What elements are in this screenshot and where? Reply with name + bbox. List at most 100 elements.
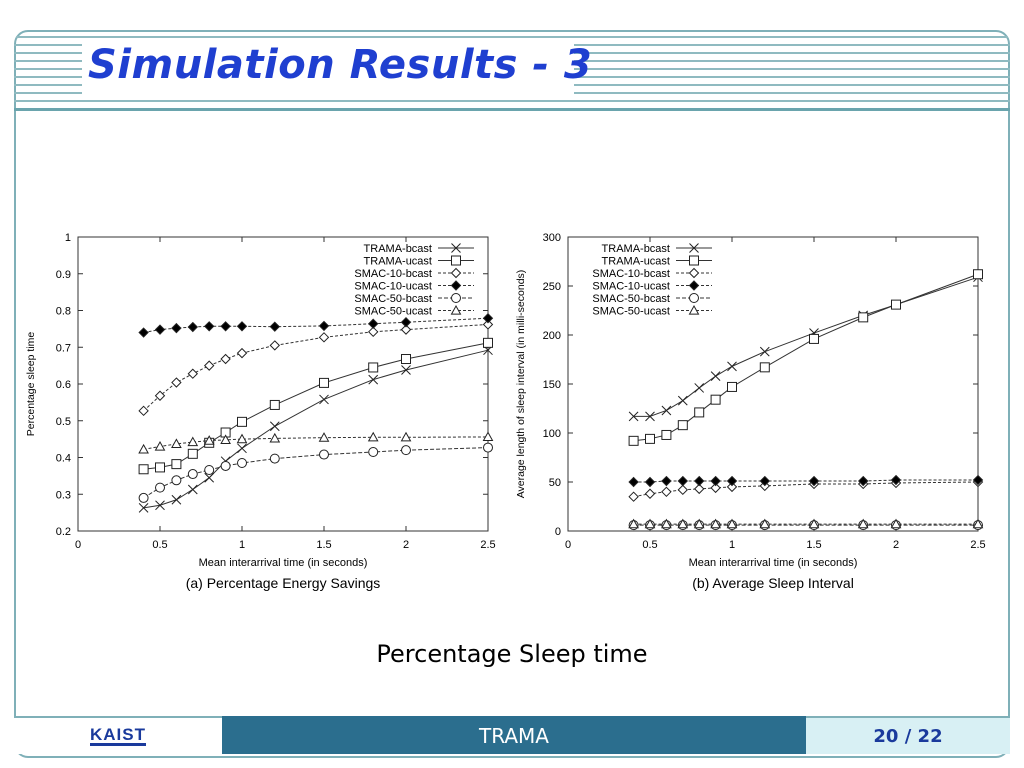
chart1-data-point xyxy=(710,371,721,382)
slide-frame xyxy=(14,30,1010,758)
chart0-data-point xyxy=(237,458,247,469)
chart1-data-point xyxy=(661,475,672,487)
footer-logo-box: KAIST xyxy=(14,716,222,754)
chart1-data-point xyxy=(890,518,902,529)
page-total: 22 xyxy=(917,725,943,747)
chart0-legend-marker xyxy=(451,243,461,253)
chart1-data-point xyxy=(972,474,984,486)
chart0-data-point xyxy=(400,324,412,335)
chart1-data-point xyxy=(759,518,771,529)
chart0-data-point xyxy=(400,431,412,442)
chart1-legend-marker xyxy=(688,304,700,315)
chart1-xtick-label: 1 xyxy=(729,539,735,551)
chart0-data-point xyxy=(138,443,149,454)
chart0-data-point xyxy=(171,322,182,334)
chart1-ytick-label: 50 xyxy=(549,477,561,489)
chart0-data-point xyxy=(319,449,329,460)
chart1-data-point xyxy=(628,476,639,488)
chart-sleep-interval-svg: 0 0.5 1 1.5 2 2.5 0 50 100 150 200 250 300 Mean inter… xyxy=(515,232,986,591)
chart1-data-point xyxy=(726,481,738,493)
chart0-legend: TRAMA-bcastTRAMA-ucastSMAC-10-bcastSMAC-… xyxy=(354,243,474,318)
chart1-legend-marker xyxy=(689,243,699,253)
chart1-legend-label: SMAC-50-bcast xyxy=(592,293,670,305)
chart1-data-point xyxy=(710,394,721,405)
chart1-data-point xyxy=(727,381,737,392)
chart0-data-point xyxy=(237,416,247,427)
chart0-ytick-label: 0.8 xyxy=(56,306,71,318)
chart0-data-point xyxy=(154,390,166,401)
chart1-data-point xyxy=(677,484,689,496)
chart1-ytick-label: 200 xyxy=(543,330,561,342)
chart1-data-point xyxy=(759,475,771,487)
chart1-xtick-label: 0.5 xyxy=(642,539,657,551)
chart1-ytick-label: 100 xyxy=(543,428,561,440)
chart0-data-point xyxy=(187,321,199,333)
chart0-data-point xyxy=(368,446,379,457)
page-number: 20 / 22 xyxy=(806,716,1010,754)
footer: KAIST TRAMA 20 / 22 xyxy=(14,716,1010,754)
chart0-legend-label: SMAC-10-bcast xyxy=(354,268,432,280)
chart1-data-point xyxy=(693,483,705,495)
chart1-xlabel: Mean interarrival time (in seconds) xyxy=(689,557,858,569)
chart1-data-point xyxy=(644,476,656,488)
chart1-ylabel: Average length of sleep interval (in mil… xyxy=(515,270,527,499)
chart0-ytick-label: 0.4 xyxy=(56,453,71,465)
chart1-data-point xyxy=(727,361,737,372)
chart0-data-point xyxy=(483,337,493,348)
chart1-data-point xyxy=(628,518,639,529)
chart0-series-line xyxy=(143,447,489,499)
chart1-data-point xyxy=(693,475,705,487)
chart0-xtick-label: 2 xyxy=(403,539,409,551)
chart0-data-point xyxy=(367,431,379,442)
chart0-data-point xyxy=(187,368,199,379)
chart1-data-point xyxy=(677,475,689,487)
chart0-data-point xyxy=(319,377,329,388)
chart1-data-point xyxy=(710,482,721,494)
chart0-data-point xyxy=(269,432,281,443)
chart1-data-point xyxy=(808,475,820,487)
chart0-data-point xyxy=(187,448,198,459)
chart1-data-point xyxy=(645,433,655,444)
chart0-data-point xyxy=(319,394,329,405)
chart0-series-SMAC-10-bcast xyxy=(138,319,494,417)
chart1-data-point xyxy=(628,491,639,502)
chart0-data-point xyxy=(138,327,149,338)
chart1-data-point xyxy=(890,474,902,486)
chart0-ytick-label: 0.6 xyxy=(56,379,71,391)
chart0-legend-label: SMAC-50-bcast xyxy=(354,293,432,305)
chart1-data-point xyxy=(661,518,672,529)
chart1-legend-label: TRAMA-bcast xyxy=(602,243,670,255)
chart0-data-point xyxy=(482,313,494,324)
chart0-series-SMAC-10-ucast xyxy=(138,313,494,338)
chart0-legend-label: SMAC-10-ucast xyxy=(354,281,432,293)
chart0-data-point xyxy=(138,502,149,513)
chart0-data-point xyxy=(269,399,280,410)
chart0-data-point xyxy=(171,377,182,388)
chart0-legend-marker xyxy=(451,293,461,303)
chart1-data-point xyxy=(628,411,639,422)
chart0-data-point xyxy=(236,321,248,332)
chart0-data-point xyxy=(367,326,379,338)
chart1-data-point xyxy=(891,299,901,310)
chart0-data-point xyxy=(482,319,494,330)
chart0-data-point xyxy=(269,421,280,432)
header-rule xyxy=(14,108,1010,111)
chart0-data-point xyxy=(482,431,494,442)
chart1-data-point xyxy=(677,518,689,529)
chart0-data-point xyxy=(269,453,280,464)
chart0-series-line xyxy=(143,323,489,412)
chart0-xtick-label: 0 xyxy=(75,539,81,551)
chart0-data-point xyxy=(203,360,215,371)
chart0-data-point xyxy=(155,462,165,473)
chart1-series-TRAMA-bcast xyxy=(628,272,983,422)
chart0-xtick-label: 0.5 xyxy=(152,539,167,551)
chart1-ytick-label: 0 xyxy=(555,526,561,538)
chart1-data-point xyxy=(661,405,672,416)
title-background xyxy=(82,44,574,94)
chart0-data-point xyxy=(400,317,412,328)
chart1-legend-marker xyxy=(688,267,700,279)
chart0-data-point xyxy=(368,362,379,373)
chart0-data-point xyxy=(154,440,166,451)
chart-energy-savings: 0 0.5 1 1.5 2 2.5 0.2 0.3 0.4 0.5 0.6 0.7 0.8 0.9 1 Mea… xyxy=(20,228,500,600)
chart1-xtick-label: 2.5 xyxy=(970,539,985,551)
